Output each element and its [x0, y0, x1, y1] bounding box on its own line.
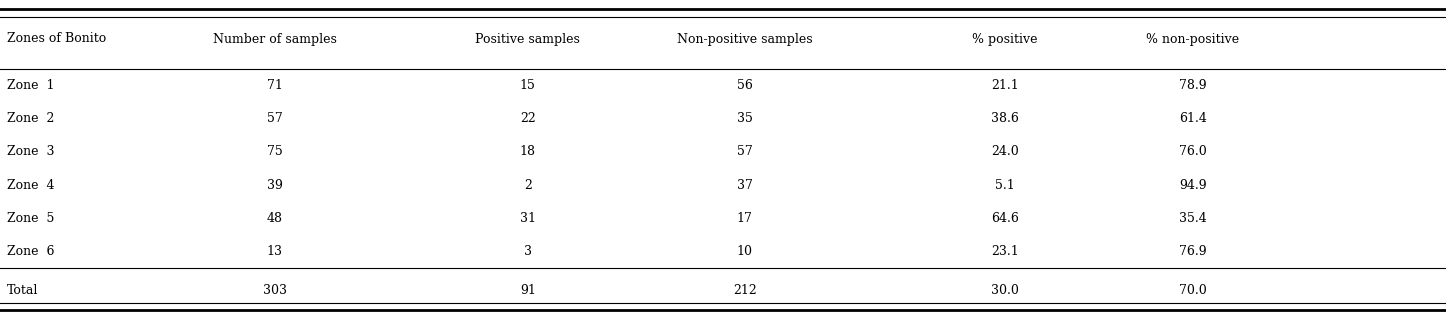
Text: 31: 31 — [519, 212, 536, 225]
Text: 10: 10 — [736, 245, 753, 258]
Text: Total: Total — [7, 284, 39, 297]
Text: 57: 57 — [268, 112, 282, 125]
Text: 37: 37 — [737, 178, 752, 192]
Text: 76.0: 76.0 — [1178, 145, 1207, 158]
Text: 303: 303 — [263, 284, 286, 297]
Text: 78.9: 78.9 — [1178, 79, 1207, 92]
Text: 21.1: 21.1 — [991, 79, 1019, 92]
Text: Number of samples: Number of samples — [213, 32, 337, 46]
Text: 15: 15 — [521, 79, 535, 92]
Text: 91: 91 — [521, 284, 535, 297]
Text: 76.9: 76.9 — [1178, 245, 1207, 258]
Text: Zone  6: Zone 6 — [7, 245, 55, 258]
Text: 24.0: 24.0 — [991, 145, 1019, 158]
Text: 17: 17 — [737, 212, 752, 225]
Text: % non-positive: % non-positive — [1147, 32, 1239, 46]
Text: 56: 56 — [737, 79, 752, 92]
Text: 35.4: 35.4 — [1178, 212, 1207, 225]
Text: Zone  4: Zone 4 — [7, 178, 55, 192]
Text: 3: 3 — [523, 245, 532, 258]
Text: 212: 212 — [733, 284, 756, 297]
Text: 94.9: 94.9 — [1178, 178, 1207, 192]
Text: 35: 35 — [737, 112, 752, 125]
Text: 64.6: 64.6 — [991, 212, 1019, 225]
Text: 70.0: 70.0 — [1178, 284, 1207, 297]
Text: 57: 57 — [737, 145, 752, 158]
Text: 48: 48 — [266, 212, 283, 225]
Text: 2: 2 — [523, 178, 532, 192]
Text: 30.0: 30.0 — [991, 284, 1019, 297]
Text: % positive: % positive — [972, 32, 1038, 46]
Text: 18: 18 — [519, 145, 536, 158]
Text: Positive samples: Positive samples — [476, 32, 580, 46]
Text: 22: 22 — [521, 112, 535, 125]
Text: Zone  2: Zone 2 — [7, 112, 55, 125]
Text: Zone  5: Zone 5 — [7, 212, 55, 225]
Text: 39: 39 — [268, 178, 282, 192]
Text: 5.1: 5.1 — [995, 178, 1015, 192]
Text: Zone  1: Zone 1 — [7, 79, 55, 92]
Text: Zones of Bonito: Zones of Bonito — [7, 32, 107, 46]
Text: 23.1: 23.1 — [991, 245, 1019, 258]
Text: 13: 13 — [266, 245, 283, 258]
Text: 71: 71 — [268, 79, 282, 92]
Text: Non-positive samples: Non-positive samples — [677, 32, 813, 46]
Text: 38.6: 38.6 — [991, 112, 1019, 125]
Text: Zone  3: Zone 3 — [7, 145, 55, 158]
Text: 61.4: 61.4 — [1178, 112, 1207, 125]
Text: 75: 75 — [268, 145, 282, 158]
